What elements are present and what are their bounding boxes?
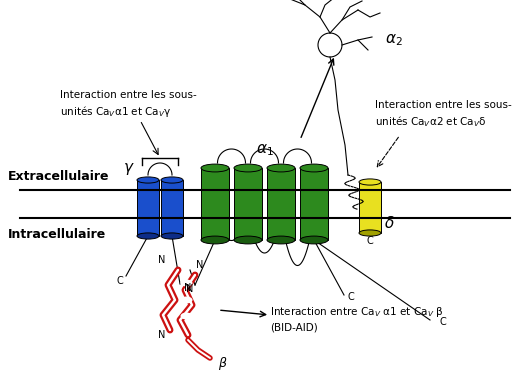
- Bar: [300, 168, 328, 240]
- Ellipse shape: [359, 230, 381, 236]
- Bar: [201, 168, 229, 240]
- Text: γ: γ: [124, 160, 133, 175]
- Bar: [267, 168, 295, 240]
- Text: C: C: [366, 236, 373, 246]
- Text: N: N: [158, 255, 166, 265]
- Ellipse shape: [234, 164, 262, 172]
- Ellipse shape: [181, 280, 193, 286]
- Ellipse shape: [201, 236, 229, 244]
- Ellipse shape: [234, 236, 262, 244]
- Text: β: β: [218, 357, 226, 370]
- Text: α$_2$: α$_2$: [385, 32, 403, 48]
- Text: δ: δ: [385, 216, 395, 231]
- Ellipse shape: [161, 233, 183, 239]
- Bar: [137, 180, 159, 236]
- Text: C: C: [117, 276, 123, 286]
- Bar: [161, 180, 183, 236]
- Ellipse shape: [137, 233, 159, 239]
- Text: N: N: [186, 284, 194, 294]
- Text: Interaction entre les sous-
unités Ca$_V$α1 et Ca$_V$γ: Interaction entre les sous- unités Ca$_V…: [60, 90, 197, 119]
- Ellipse shape: [267, 164, 295, 172]
- Ellipse shape: [267, 236, 295, 244]
- Text: Intracellulaire: Intracellulaire: [8, 229, 106, 241]
- Ellipse shape: [300, 164, 328, 172]
- Ellipse shape: [181, 313, 193, 320]
- Text: N: N: [184, 283, 191, 293]
- Bar: [359, 182, 381, 233]
- Ellipse shape: [161, 177, 183, 183]
- Text: Interaction entre les sous-
unités Ca$_V$α2 et Ca$_V$δ: Interaction entre les sous- unités Ca$_V…: [375, 100, 512, 129]
- Text: Extracellulaire: Extracellulaire: [8, 171, 109, 184]
- Ellipse shape: [300, 236, 328, 244]
- Text: C: C: [440, 317, 447, 327]
- Text: C: C: [348, 292, 354, 302]
- Text: α$_1$: α$_1$: [256, 142, 274, 158]
- Ellipse shape: [137, 177, 159, 183]
- Ellipse shape: [181, 296, 193, 303]
- Text: N: N: [196, 260, 204, 270]
- Text: Interaction entre Ca$_V$ α1 et Ca$_V$ β
(BID-AID): Interaction entre Ca$_V$ α1 et Ca$_V$ β …: [270, 305, 443, 332]
- Text: N: N: [158, 330, 166, 340]
- Bar: [234, 168, 262, 240]
- Ellipse shape: [201, 164, 229, 172]
- Ellipse shape: [359, 179, 381, 185]
